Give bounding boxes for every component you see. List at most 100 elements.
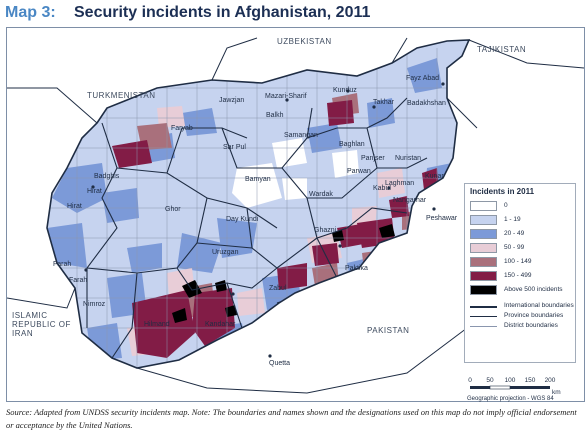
label-badghis: Badghis (94, 173, 120, 180)
label-farah: Farah (69, 277, 87, 284)
label-bamyan: Bamyan (245, 176, 271, 183)
region-uruzgan-w (177, 233, 222, 273)
label-hirat-city: Hirat (87, 188, 102, 195)
map-title: Security incidents in Afghanistan, 2011 (74, 4, 371, 21)
legend-swatch (470, 271, 497, 281)
label-peshawar: Peshawar (426, 215, 458, 222)
label-ghazni: Ghazni (314, 227, 337, 234)
legend-swatch (470, 257, 497, 267)
afghanistan-map: UZBEKISTAN TAJIKISTAN TURKMENISTAN ISLAM… (7, 28, 584, 401)
legend-label: 150 - 499 (504, 272, 532, 279)
label-nimroz: Nimroz (83, 301, 106, 308)
region-khost-e (379, 224, 395, 238)
label-kunduz: Kunduz (333, 87, 357, 94)
legend-label: Above 500 incidents (504, 286, 563, 293)
city-markers (84, 82, 445, 358)
label-iran-1: ISLAMIC (12, 311, 48, 320)
label-nuristan: Nuristan (395, 155, 421, 162)
label-zabul: Zabul (269, 285, 287, 292)
map-frame: UZBEKISTAN TAJIKISTAN TURKMENISTAN ISLAM… (6, 27, 585, 402)
legend-line-label: District boundaries (504, 322, 558, 329)
region-ghazni-city (332, 230, 344, 242)
neighbor-boundaries (7, 37, 584, 394)
label-takhar: Takhar (373, 99, 395, 106)
label-turkmenistan: TURKMENISTAN (87, 91, 156, 100)
label-uruzgan: Uruzgan (212, 249, 239, 256)
label-iran-2: REPUBLIC OF (12, 320, 71, 329)
region-baghlan (307, 123, 342, 153)
label-kunar: Kunar (425, 173, 444, 180)
map-number: Map 3: (5, 4, 56, 21)
region-kandahar-n (237, 288, 265, 316)
region-panjsher (332, 150, 359, 178)
label-mazari-sharif: Mazari-Sharif (265, 93, 307, 100)
legend-line-sample (470, 316, 497, 317)
label-baghlan: Baghlan (339, 141, 365, 148)
label-samangan: Samangan (284, 132, 318, 139)
region-lashkar-gah (172, 308, 187, 323)
label-kabul: Kabul (373, 185, 391, 192)
scale-tick-100: 100 (505, 377, 516, 384)
legend-label: 20 - 49 (504, 230, 525, 237)
scale-bar-graphic: 0 50 100 150 200 km (468, 377, 560, 396)
region-panjwayi (225, 305, 237, 317)
legend-swatch (470, 215, 497, 225)
label-sar-pul: Sar Pul (223, 144, 246, 151)
scale-seg-3 (510, 386, 550, 389)
label-hirat: Hirat (67, 203, 82, 210)
label-fayz-abad: Fayz Abad (406, 75, 439, 82)
label-tajikistan: TAJIKISTAN (477, 45, 526, 54)
region-ghor-s (127, 243, 162, 273)
scale-seg-2 (489, 385, 511, 390)
legend-line-label: International boundaries (504, 302, 574, 309)
label-wardak: Wardak (309, 191, 333, 198)
map-legend: Incidents in 2011 0 1 - 19 20 - 49 50 - 99 1… (464, 183, 576, 363)
legend-line-label: Province boundaries (504, 312, 564, 319)
scale-tick-200: 200 (545, 377, 556, 384)
source-note: Source: Adapted from UNDSS security inci… (6, 407, 577, 430)
legend-label: 100 - 149 (504, 258, 532, 265)
place-labels: Fayz Abad Badakhshan Takhar Kunduz Mazar… (53, 75, 458, 367)
region-badghis-s (102, 188, 139, 223)
region-badakhshan (407, 58, 442, 93)
scale-seg-1 (470, 386, 490, 389)
label-balkh: Balkh (266, 112, 284, 119)
region-hirat-w (52, 163, 107, 213)
legend-swatch (470, 201, 497, 211)
label-badakhshan: Badakhshan (407, 100, 446, 107)
region-helmand (132, 290, 195, 358)
label-ghor: Ghor (165, 206, 181, 213)
label-helmand: Hilmand (144, 321, 170, 328)
label-uzbekistan: UZBEKISTAN (277, 37, 332, 46)
region-kandahar (192, 288, 235, 346)
scale-bar: 0 50 100 150 200 km (466, 372, 576, 398)
label-nangarhar: Nangarhar (393, 197, 427, 204)
legend-swatch (470, 229, 497, 239)
label-paktika: Paktika (345, 265, 368, 272)
legend-label: 0 (504, 202, 508, 209)
legend-line-sample (470, 306, 497, 308)
label-day-kundi: Day Kundi (226, 216, 259, 223)
label-kandahar: Kandahar (205, 321, 236, 328)
legend-swatch (470, 243, 497, 253)
region-laghman (377, 168, 405, 198)
legend-swatch (470, 285, 497, 295)
region-badghis (112, 140, 152, 168)
label-iran-3: IRAN (12, 329, 33, 338)
legend-title: Incidents in 2011 (470, 187, 535, 196)
label-faryab: Faryab (171, 125, 193, 132)
scale-tick-0: 0 (468, 377, 472, 384)
region-zabul-n (277, 263, 307, 290)
legend-label: 1 - 19 (504, 216, 521, 223)
label-farah-city: Farah (53, 261, 71, 268)
region-faryab-n (157, 106, 185, 128)
region-samangan-s (272, 138, 307, 168)
region-bamyan-e (282, 178, 307, 200)
scale-tick-50: 50 (486, 377, 494, 384)
region-kunduz (327, 100, 354, 126)
label-parwan: Parwan (347, 168, 371, 175)
projection-note: Geographic projection - WGS 84 (467, 396, 554, 402)
region-kandahar-city (215, 280, 227, 292)
label-jawzjan: Jawzjan (219, 97, 244, 104)
legend-line-sample (470, 326, 497, 327)
